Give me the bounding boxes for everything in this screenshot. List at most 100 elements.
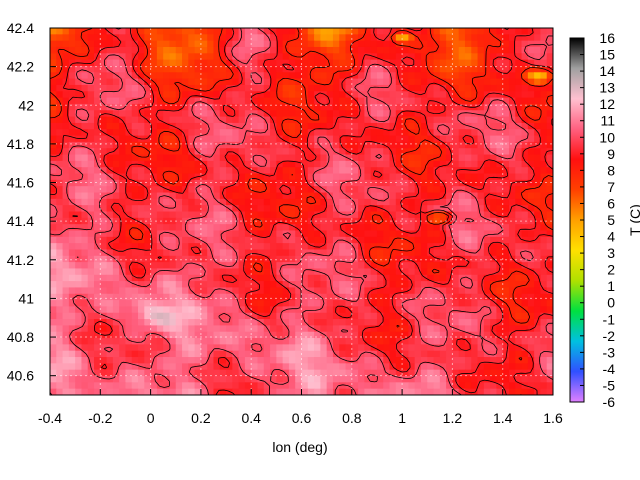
heatmap-cell — [125, 186, 133, 194]
heatmap-cell — [370, 84, 378, 92]
heatmap-cell — [477, 357, 485, 364]
heatmap-cell — [270, 148, 277, 156]
heatmap-cell — [112, 59, 120, 67]
heatmap-cell — [194, 122, 202, 130]
heatmap-cell — [62, 116, 70, 124]
heatmap-cell — [464, 350, 472, 358]
heatmap-cell — [345, 262, 353, 270]
heatmap-cell — [87, 97, 95, 105]
heatmap-cell — [56, 91, 64, 99]
heatmap-cell — [138, 388, 145, 395]
heatmap-cell — [156, 382, 164, 390]
heatmap-cell — [546, 287, 553, 295]
heatmap-cell — [244, 40, 252, 48]
heatmap-cell — [257, 173, 265, 181]
heatmap-cell — [251, 78, 259, 86]
heatmap-cell — [320, 78, 328, 86]
heatmap-cell — [496, 357, 504, 364]
heatmap-cell — [414, 325, 422, 333]
heatmap-cell — [414, 338, 422, 345]
heatmap-cell — [364, 236, 372, 244]
heatmap-cell — [213, 287, 221, 295]
heatmap-cell — [458, 388, 466, 395]
heatmap-cell — [496, 103, 504, 111]
heatmap-cell — [87, 224, 95, 232]
heatmap-cell — [433, 91, 441, 99]
heatmap-cell — [282, 110, 290, 118]
heatmap-cell — [125, 160, 133, 168]
heatmap-cell — [376, 28, 384, 35]
heatmap-cell — [144, 363, 152, 371]
heatmap-cell — [68, 388, 76, 395]
heatmap-cell — [402, 230, 409, 238]
heatmap-cell — [282, 388, 290, 395]
heatmap-cell — [112, 122, 120, 130]
heatmap-cell — [464, 34, 472, 42]
heatmap-cell — [496, 325, 504, 333]
heatmap-cell — [213, 382, 221, 390]
heatmap-cell — [150, 217, 158, 225]
heatmap-cell — [427, 110, 435, 118]
heatmap-cell — [402, 281, 409, 289]
heatmap-cell — [295, 40, 303, 48]
heatmap-cell — [320, 274, 328, 282]
heatmap-cell — [433, 224, 441, 232]
heatmap-cell — [534, 65, 542, 73]
heatmap-cell — [207, 249, 215, 257]
heatmap-cell — [100, 59, 108, 67]
heatmap-cell — [163, 224, 171, 232]
heatmap-cell — [169, 40, 177, 48]
heatmap-cell — [477, 65, 485, 73]
heatmap-cell — [464, 344, 472, 352]
heatmap-cell — [389, 179, 397, 187]
heatmap-cell — [376, 53, 384, 61]
heatmap-cell — [395, 59, 403, 67]
heatmap-cell — [219, 40, 227, 48]
heatmap-cell — [408, 300, 416, 308]
heatmap-cell — [87, 65, 95, 73]
heatmap-cell — [144, 312, 152, 320]
heatmap-cell — [119, 65, 127, 73]
heatmap-cell — [131, 173, 139, 181]
heatmap-cell — [301, 198, 309, 206]
heatmap-cell — [156, 34, 164, 42]
heatmap-cell — [358, 186, 365, 194]
heatmap-cell — [188, 116, 196, 124]
heatmap-cell — [182, 306, 189, 314]
heatmap-cell — [169, 350, 177, 358]
heatmap-cell — [150, 376, 158, 383]
heatmap-cell — [219, 230, 227, 238]
heatmap-cell — [207, 300, 215, 308]
heatmap-cell — [427, 91, 435, 99]
heatmap-cell — [527, 382, 535, 390]
heatmap-cell — [320, 53, 328, 61]
heatmap-cell — [282, 249, 290, 257]
heatmap-cell — [112, 97, 120, 105]
heatmap-cell — [232, 110, 240, 118]
heatmap-cell — [163, 40, 171, 48]
colorbar-tick-label: 6 — [607, 195, 615, 211]
heatmap-cell — [452, 287, 460, 295]
heatmap-cell — [540, 325, 548, 333]
heatmap-cell — [244, 116, 252, 124]
heatmap-cell — [144, 192, 152, 200]
heatmap-cell — [257, 376, 265, 383]
heatmap-cell — [370, 103, 378, 111]
heatmap-cell — [182, 141, 189, 149]
heatmap-cell — [62, 65, 70, 73]
heatmap-cell — [276, 331, 284, 339]
heatmap-cell — [244, 376, 252, 383]
heatmap-cell — [207, 382, 215, 390]
heatmap-cell — [420, 103, 428, 111]
heatmap-cell — [402, 167, 409, 175]
heatmap-cell — [119, 148, 127, 156]
heatmap-cell — [238, 319, 246, 326]
colorbar-tick-label: 7 — [607, 179, 615, 195]
heatmap-cell — [188, 173, 196, 181]
colorbar-title: T (C) — [627, 204, 640, 236]
heatmap-cell — [433, 293, 441, 301]
heatmap-cell — [483, 369, 491, 377]
heatmap-cell — [326, 141, 334, 149]
heatmap-cell — [339, 230, 347, 238]
heatmap-cell — [219, 122, 227, 130]
